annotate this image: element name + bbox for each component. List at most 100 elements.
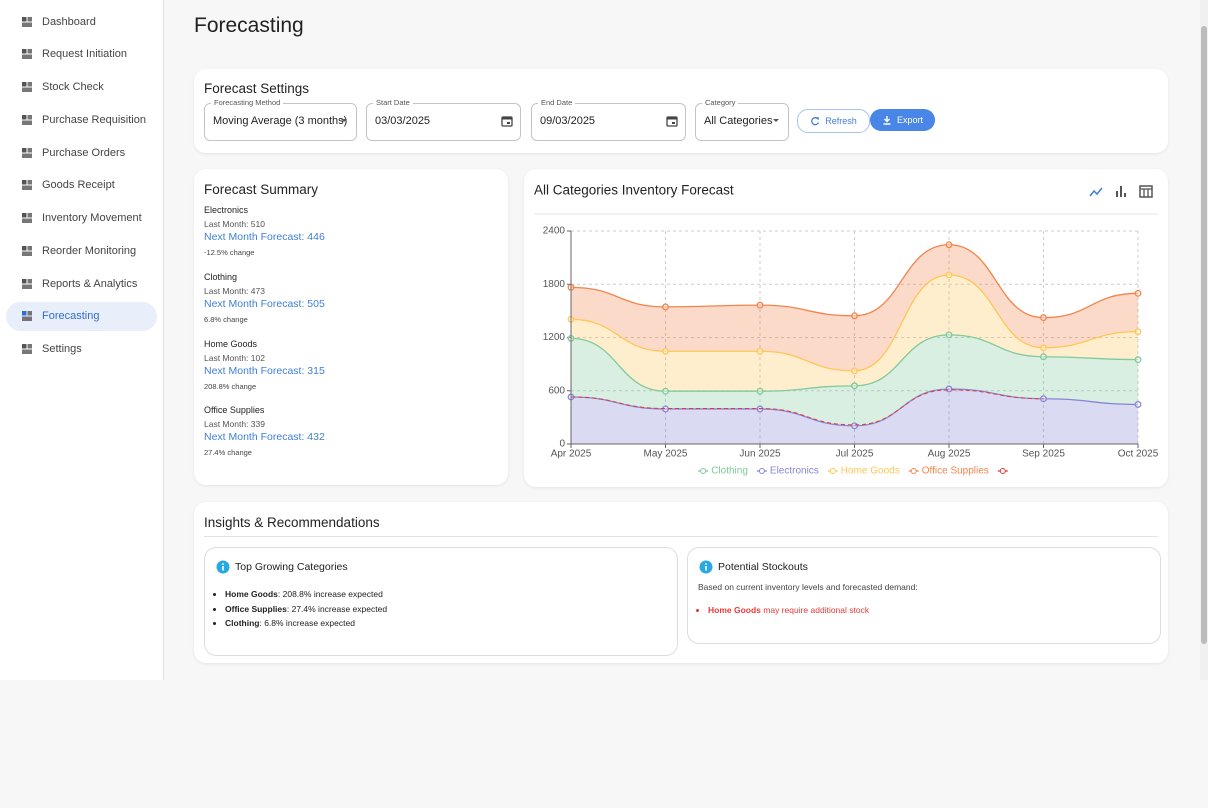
chart-card: All Categories Inventory Forecast 0 600 12… — [524, 169, 1168, 487]
point — [662, 347, 669, 355]
calendar-icon — [501, 116, 513, 127]
nav-label: Purchase Orders — [42, 146, 126, 159]
stockout-box: Potential Stockouts Based on current inv… — [687, 547, 1161, 644]
point — [945, 385, 953, 393]
point — [1040, 314, 1047, 322]
nav-label: Reorder Monitoring — [42, 244, 137, 257]
nav-icon — [22, 213, 32, 223]
legend-item — [997, 468, 1008, 474]
table-view-icon[interactable] — [1139, 185, 1153, 198]
summary-change: 6.8% change — [204, 314, 248, 324]
legend-label: Clothing — [711, 466, 748, 477]
nav-label: Reports & Analytics — [42, 277, 138, 290]
item-name: Home Goods — [708, 605, 761, 615]
legend-item: Office Supplies — [908, 466, 989, 477]
category-select[interactable]: Category All Categories — [695, 98, 789, 141]
item-text: : 27.4% increase expected — [286, 603, 388, 614]
point — [851, 312, 858, 320]
page-title: Forecasting — [194, 14, 304, 37]
summary-card: Forecast Summary Electronics Last Month: … — [194, 169, 508, 485]
nav-icon — [22, 49, 32, 60]
point — [851, 382, 858, 390]
area-line — [570, 334, 1139, 392]
nav-item[interactable]: Reorder Monitoring — [6, 236, 157, 265]
button-label: Refresh — [825, 116, 857, 126]
nav-item[interactable]: Goods Receipt — [6, 171, 157, 200]
legend-item: Clothing — [698, 466, 748, 477]
point — [662, 387, 669, 395]
field-value: Moving Average (3 months) — [213, 115, 348, 127]
y-tick-label: 1200 — [543, 332, 566, 343]
divider — [204, 536, 1158, 537]
nav-label: Forecasting — [42, 310, 100, 323]
point — [662, 303, 669, 311]
summary-last: Last Month: 473 — [204, 285, 265, 296]
item-text: may require additional stock — [760, 605, 870, 615]
end-date[interactable]: End Date 09/03/2025 — [531, 98, 686, 141]
y-tick-label: 600 — [548, 385, 565, 396]
field-label: Forecasting Method — [211, 98, 284, 107]
scrollbar-thumb[interactable] — [1201, 26, 1207, 644]
legend-swatch — [700, 468, 707, 474]
summary-category: Clothing — [204, 271, 238, 282]
nav-item[interactable]: Forecasting — [6, 301, 157, 331]
y-tick-label: 2400 — [543, 226, 566, 237]
point — [1134, 356, 1142, 364]
nav-icon — [22, 180, 32, 191]
nav-item[interactable]: Settings — [6, 335, 157, 364]
growing-list: Home Goods: 208.8% increase expectedOffi… — [211, 587, 387, 631]
line-view-icon[interactable] — [1089, 187, 1103, 197]
point — [851, 422, 858, 430]
summary-category: Home Goods — [204, 338, 258, 349]
stockout-list: Home Goods may require additional stock — [694, 603, 869, 618]
x-tick-label: May 2025 — [644, 449, 688, 460]
item-text: : 6.8% increase expected — [259, 618, 355, 628]
nav-item[interactable]: Reports & Analytics — [6, 269, 157, 298]
summary-forecast: Next Month Forecast: 432 — [204, 431, 325, 444]
nav-item[interactable]: Request Initiation — [6, 40, 157, 69]
nav-item[interactable]: Purchase Orders — [6, 138, 157, 167]
insights-card: Insights & Recommendations Top Growing C… — [194, 502, 1168, 663]
nav-label: Request Initiation — [42, 48, 127, 61]
area — [571, 244, 1138, 371]
export-button[interactable]: Export — [870, 109, 935, 131]
info-icon — [216, 560, 230, 574]
legend-item: Electronics — [756, 466, 819, 477]
chart-title: All Categories Inventory Forecast — [534, 183, 734, 198]
area-line — [570, 274, 1139, 372]
legend-swatch — [910, 468, 917, 474]
summary-category: Office Supplies — [204, 405, 265, 416]
refresh-button[interactable]: Refresh — [797, 109, 870, 133]
legend-swatch — [999, 468, 1006, 474]
point — [851, 367, 858, 375]
nav-label: Goods Receipt — [42, 179, 115, 192]
legend-label: Office Supplies — [922, 466, 989, 477]
download-icon — [883, 116, 891, 125]
legend-swatch — [829, 468, 836, 474]
nav-item[interactable]: Inventory Movement — [6, 204, 157, 233]
nav-item[interactable]: Stock Check — [6, 73, 157, 102]
x-tick-label: Aug 2025 — [928, 449, 971, 460]
nav-item[interactable]: Purchase Requisition — [6, 105, 157, 134]
point — [1134, 289, 1142, 297]
nav-icon — [22, 147, 32, 158]
start-date[interactable]: Start Date 03/03/2025 — [366, 98, 521, 141]
bar-view-icon[interactable] — [1116, 186, 1126, 197]
nav-icon — [22, 114, 32, 125]
legend-item: Home Goods — [827, 466, 900, 477]
method-select[interactable]: Forecasting Method Moving Average (3 mon… — [204, 98, 357, 141]
dashed-line — [570, 389, 1044, 426]
nav-icon — [22, 344, 32, 354]
summary-change: -12.5% change — [204, 248, 255, 257]
area — [571, 334, 1138, 426]
x-tick-label: Oct 2025 — [1118, 449, 1159, 460]
nav-item[interactable]: Dashboard — [6, 7, 157, 36]
nav-icon — [22, 311, 32, 322]
list-item: Home Goods may require additional stock — [708, 603, 869, 618]
point — [756, 301, 764, 309]
point — [756, 347, 764, 355]
nav-label: Dashboard — [42, 15, 96, 28]
chart: All Categories Inventory Forecast 0 600 12… — [534, 183, 1159, 477]
nav-label: Inventory Movement — [42, 212, 142, 224]
settings-title: Forecast Settings — [204, 81, 310, 96]
